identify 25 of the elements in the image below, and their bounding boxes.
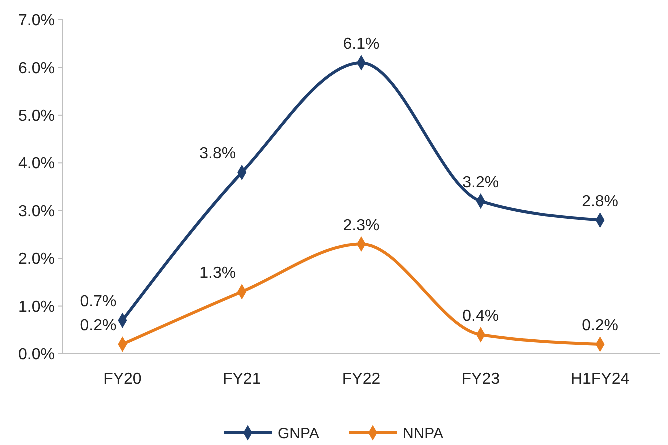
y-tick-label: 3.0% (18, 203, 55, 220)
x-tick-label: FY20 (104, 371, 142, 388)
data-label: 1.3% (200, 264, 236, 282)
x-tick-label: FY21 (222, 371, 262, 388)
data-label: 0.4% (462, 308, 500, 325)
y-tick-label: 7.0% (18, 12, 55, 30)
legend-label: NNPA (403, 425, 444, 442)
y-tick-label: 1.0% (18, 298, 55, 316)
y-tick-label: 5.0% (18, 108, 55, 126)
x-tick-label: FY22 (342, 371, 381, 388)
y-tick-label: 0.0% (18, 346, 55, 364)
data-label: 2.8% (582, 193, 619, 210)
x-tick-label: FY23 (462, 371, 500, 388)
x-tick-label: H1FY24 (570, 371, 630, 388)
data-label: 2.3% (343, 217, 380, 234)
data-label: 3.8% (200, 146, 236, 163)
data-label: 0.7% (80, 294, 117, 311)
legend-label: GNPA (278, 425, 320, 442)
data-label: 6.1% (343, 36, 380, 53)
data-label: 0.2% (582, 317, 619, 334)
data-label: 0.2% (80, 317, 117, 334)
data-label: 3.2% (462, 174, 500, 192)
y-tick-label: 2.0% (18, 251, 55, 268)
y-tick-label: 6.0% (18, 60, 55, 78)
y-tick-label: 4.0% (18, 156, 55, 173)
